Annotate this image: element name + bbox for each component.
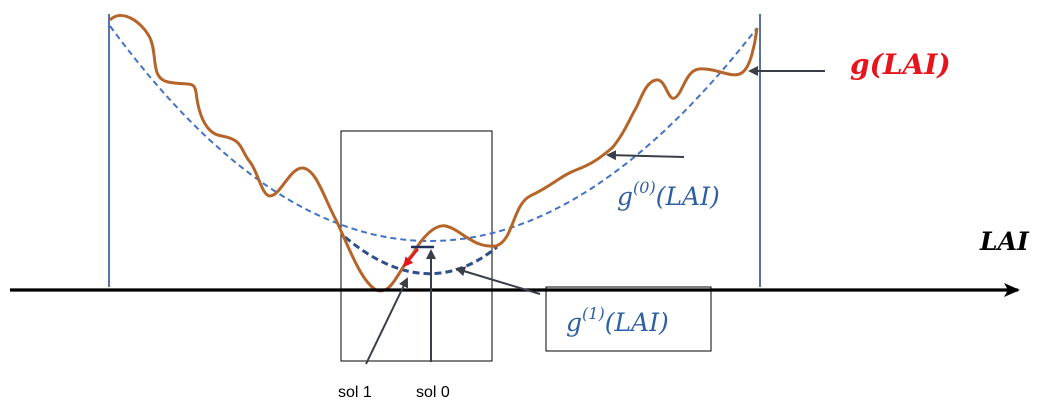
- g-curve: [108, 14, 759, 293]
- g1-curve: [344, 235, 498, 276]
- sol0-label: sol 0: [416, 384, 450, 401]
- g0-curve: [109, 25, 758, 242]
- g1-pointer-arrow: [455, 266, 541, 295]
- g0-label-argument: (LAI): [656, 182, 720, 211]
- g1-label: g(1)(LAI): [566, 304, 669, 337]
- g1-label-superscript: (1): [582, 304, 605, 323]
- g0-pointer-arrow: [606, 150, 685, 161]
- g-label: g(LAI): [850, 48, 951, 81]
- g0-label-superscript: (0): [633, 178, 656, 197]
- g0-label-base: g: [617, 182, 633, 211]
- g1-label-base: g: [566, 308, 582, 337]
- sol1-label: sol 1: [338, 384, 372, 401]
- axis-label: LAI: [979, 227, 1030, 256]
- red-step-arrow: [403, 248, 419, 268]
- g1-label-box: [545, 286, 712, 352]
- g1-label-argument: (LAI): [605, 308, 669, 337]
- g0-label: g(0)(LAI): [617, 178, 720, 211]
- sol1-pointer-arrow: [365, 277, 409, 365]
